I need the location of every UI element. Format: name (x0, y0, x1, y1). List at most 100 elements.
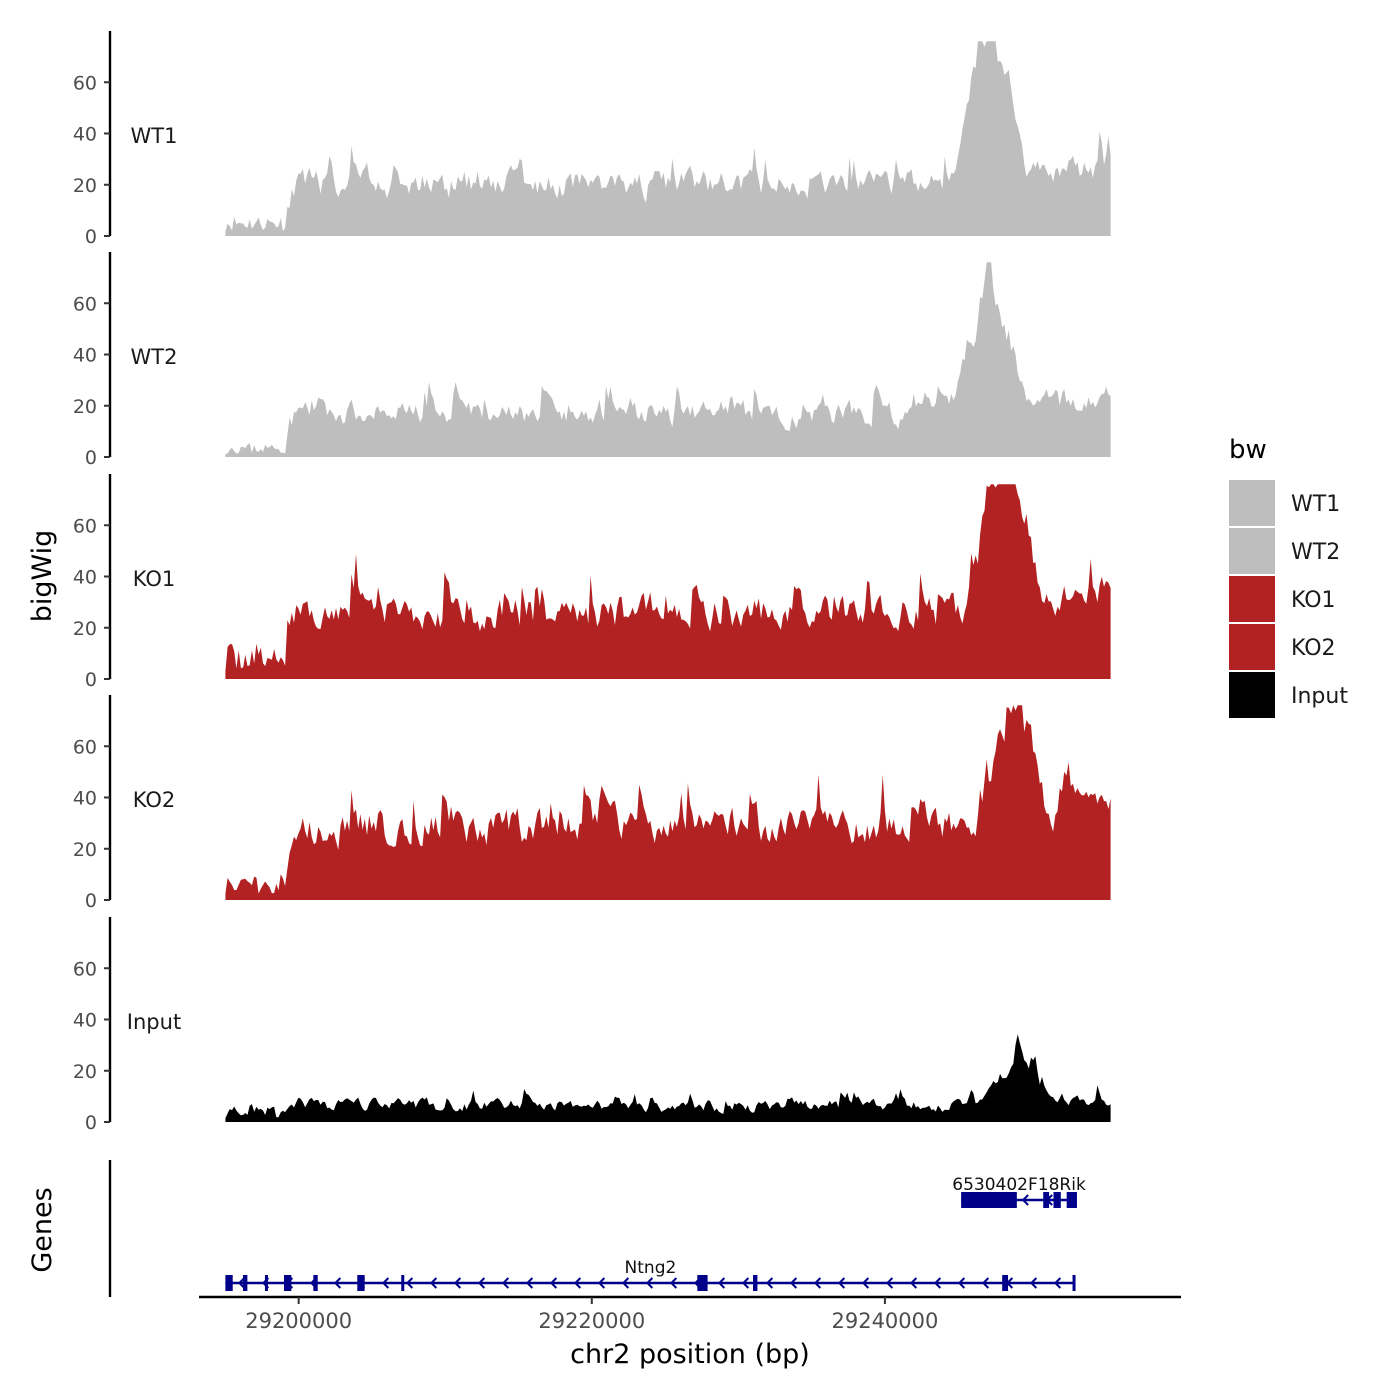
exon (357, 1275, 365, 1291)
strand-arrow (1021, 1194, 1029, 1206)
legend-label-ko2: KO2 (1291, 636, 1336, 661)
strand-arrow (501, 1277, 510, 1289)
y-tick-label: 40 (73, 124, 97, 146)
legend-swatch-input (1229, 672, 1275, 718)
y-tick-label: 60 (73, 958, 97, 980)
strand-arrow (333, 1277, 342, 1289)
exon (1066, 1192, 1077, 1208)
legend-label-ko1: KO1 (1291, 588, 1336, 613)
exon (753, 1275, 758, 1291)
coverage-area-wt1 (225, 41, 1111, 236)
legend-label-input: Input (1291, 684, 1348, 709)
x-tick-label: 29240000 (831, 1309, 938, 1333)
exon (313, 1275, 318, 1291)
x-tick-label: 29220000 (538, 1309, 645, 1333)
strand-arrow (741, 1277, 750, 1289)
coverage-area-wt2 (225, 262, 1111, 457)
y-tick-label: 0 (85, 226, 97, 248)
genes-panel-title: Genes (27, 1187, 58, 1272)
strand-arrow (789, 1277, 798, 1289)
legend-swatch-wt1 (1229, 480, 1275, 526)
y-tick-label: 20 (73, 839, 97, 861)
exon (1072, 1275, 1076, 1291)
y-tick-label: 20 (73, 396, 97, 418)
strand-arrow (405, 1277, 414, 1289)
strand-arrow (549, 1277, 558, 1289)
strand-arrow (861, 1277, 870, 1289)
strand-arrow (1053, 1277, 1062, 1289)
exon (401, 1275, 405, 1291)
y-tick-label: 60 (73, 515, 97, 537)
exon (264, 1275, 268, 1291)
strand-arrow (597, 1277, 606, 1289)
strand-arrow (909, 1277, 918, 1289)
y-axis-title: bigWig (27, 530, 58, 623)
y-tick-label: 20 (73, 618, 97, 640)
strand-arrow (837, 1277, 846, 1289)
legend-label-wt1: WT1 (1291, 492, 1340, 517)
y-tick-label: 40 (73, 567, 97, 589)
track-label: WT1 (131, 124, 178, 148)
y-tick-label: 20 (73, 1061, 97, 1083)
strand-arrow (717, 1277, 726, 1289)
track-label: WT2 (131, 345, 178, 369)
x-axis-title: chr2 position (bp) (570, 1339, 810, 1370)
y-tick-label: 0 (85, 890, 97, 912)
legend-title: bw (1229, 435, 1267, 465)
strand-arrow (453, 1277, 462, 1289)
strand-arrow (477, 1277, 486, 1289)
exon (242, 1275, 248, 1291)
track-label: KO1 (133, 567, 176, 591)
gene-name-label: 6530402F18Rik (952, 1175, 1086, 1195)
track-panel-ko2: 0 20 40 60 KO2 (73, 695, 1111, 912)
legend-swatch-ko1 (1229, 576, 1275, 622)
strand-arrow (981, 1277, 990, 1289)
strand-arrow (933, 1277, 942, 1289)
exon (1053, 1192, 1061, 1208)
track-panel-input: 0 20 40 60 Input (73, 917, 1111, 1134)
y-tick-label: 60 (73, 72, 97, 94)
legend-swatch-ko2 (1229, 624, 1275, 670)
y-tick-label: 40 (73, 788, 97, 810)
x-axis: 29200000 29220000 29240000 (199, 1295, 1181, 1333)
strand-arrow (957, 1277, 966, 1289)
strand-arrow (1029, 1277, 1038, 1289)
y-tick-label: 40 (73, 345, 97, 367)
legend: bw WT1 WT2 KO1 KO2 Input (1229, 435, 1348, 718)
y-tick-label: 60 (73, 736, 97, 758)
exon (284, 1275, 292, 1291)
strand-arrow (645, 1277, 654, 1289)
y-tick-label: 40 (73, 1010, 97, 1032)
coverage-area-ko2 (225, 705, 1111, 900)
legend-swatch-wt2 (1229, 528, 1275, 574)
legend-label-wt2: WT2 (1291, 540, 1340, 565)
track-panel-ko1: 0 20 40 60 KO1 (73, 474, 1111, 691)
coverage-area-ko1 (225, 484, 1111, 679)
exon (225, 1275, 233, 1291)
y-tick-label: 0 (85, 447, 97, 469)
gene-name-label: Ntng2 (625, 1258, 677, 1278)
track-panel-wt2: 0 20 40 60 WT2 (73, 252, 1111, 469)
coverage-area-input (225, 1034, 1111, 1122)
gene-ntng2: Ntng2 (225, 1258, 1076, 1291)
strand-arrow (429, 1277, 438, 1289)
strand-arrow (525, 1277, 534, 1289)
strand-arrow (669, 1277, 678, 1289)
track-label: Input (127, 1010, 181, 1034)
strand-arrow (621, 1277, 630, 1289)
track-label: KO2 (133, 788, 176, 812)
genes-panel: Ntng2 6530402F18Rik (108, 1160, 1086, 1297)
exon (697, 1275, 708, 1291)
strand-arrow (813, 1277, 822, 1289)
strand-arrow (381, 1277, 390, 1289)
strand-arrow (885, 1277, 894, 1289)
strand-arrow (237, 1277, 246, 1289)
y-tick-label: 20 (73, 175, 97, 197)
exon (1002, 1275, 1009, 1291)
y-tick-label: 60 (73, 293, 97, 315)
exon (1043, 1192, 1050, 1208)
y-tick-label: 0 (85, 669, 97, 691)
exon (961, 1192, 1017, 1208)
gene-6530402f18rik: 6530402F18Rik (952, 1175, 1086, 1208)
